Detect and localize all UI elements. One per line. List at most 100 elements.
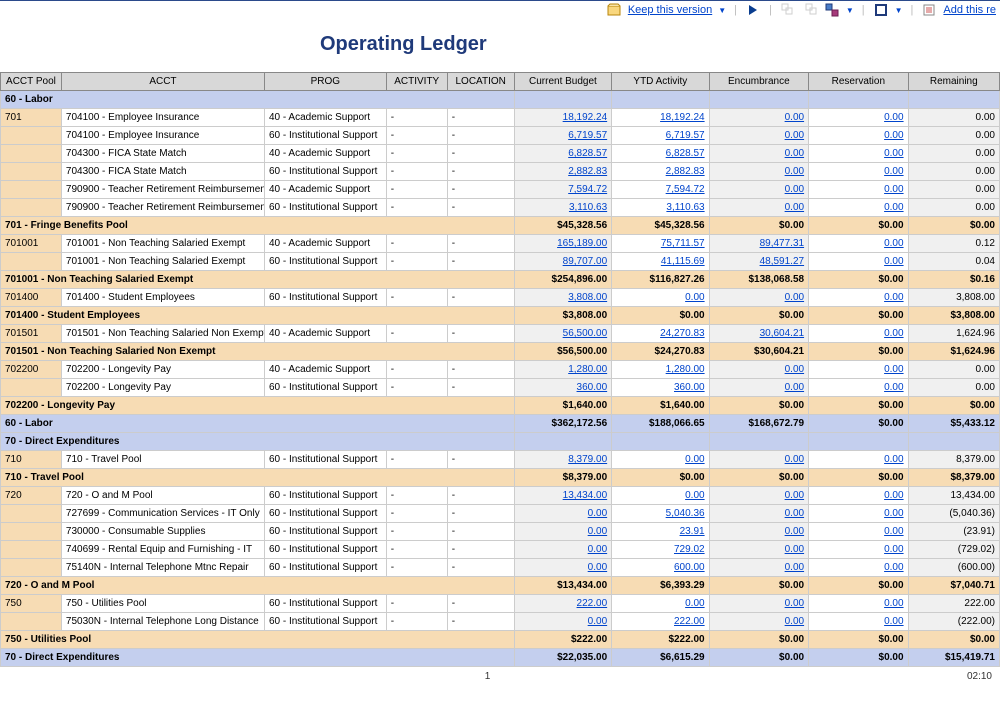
drill-link[interactable]: 0.00 — [785, 364, 804, 375]
drill-link[interactable]: 0.00 — [588, 562, 607, 573]
drill-link[interactable]: 0.00 — [884, 382, 903, 393]
drill-link[interactable]: 2,882.83 — [568, 166, 607, 177]
drill-link[interactable]: 18,192.24 — [660, 112, 705, 123]
drill-link[interactable]: 3,110.63 — [666, 202, 704, 213]
drill-back-icon[interactable] — [780, 3, 796, 17]
drill-link[interactable]: 0.00 — [884, 526, 903, 537]
drill-link[interactable]: 56,500.00 — [563, 328, 608, 339]
drill-link[interactable]: 89,477.31 — [760, 238, 805, 249]
drill-link[interactable]: 0.00 — [785, 508, 804, 519]
drill-link[interactable]: 6,719.57 — [666, 130, 705, 141]
dropdown-icon[interactable]: ▼ — [718, 6, 726, 15]
drill-link[interactable]: 6,828.57 — [568, 148, 607, 159]
drill-link[interactable]: 0.00 — [785, 130, 804, 141]
drill-link[interactable]: 0.00 — [884, 490, 903, 501]
drill-link[interactable]: 30,604.21 — [760, 328, 805, 339]
run-icon[interactable] — [745, 3, 761, 17]
drill-link[interactable]: 0.00 — [785, 526, 804, 537]
col-header[interactable]: Current Budget — [514, 73, 611, 91]
drill-link[interactable]: 0.00 — [884, 166, 903, 177]
view-icon[interactable] — [873, 3, 889, 17]
drill-link[interactable]: 0.00 — [884, 112, 903, 123]
drill-link[interactable]: 0.00 — [884, 454, 903, 465]
col-header[interactable]: Encumbrance — [709, 73, 808, 91]
drill-link[interactable]: 0.00 — [588, 526, 607, 537]
drill-link[interactable]: 360.00 — [577, 382, 608, 393]
keep-icon[interactable] — [606, 3, 622, 17]
drill-link[interactable]: 2,882.83 — [666, 166, 705, 177]
dropdown-icon-2[interactable]: ▼ — [846, 6, 854, 15]
drill-link[interactable]: 0.00 — [884, 616, 903, 627]
drill-link[interactable]: 360.00 — [674, 382, 705, 393]
drill-link[interactable]: 0.00 — [685, 490, 704, 501]
col-header[interactable]: PROG — [264, 73, 386, 91]
drill-link[interactable]: 0.00 — [785, 292, 804, 303]
drill-link[interactable]: 0.00 — [884, 256, 903, 267]
keep-version-link[interactable]: Keep this version — [628, 4, 712, 16]
drill-link[interactable]: 0.00 — [884, 202, 903, 213]
drill-link[interactable]: 0.00 — [884, 292, 903, 303]
add-report-link[interactable]: Add this re — [943, 4, 996, 16]
drill-link[interactable]: 75,711.57 — [661, 238, 705, 249]
drill-link[interactable]: 0.00 — [785, 562, 804, 573]
drill-link[interactable]: 0.00 — [884, 544, 903, 555]
drill-link[interactable]: 18,192.24 — [563, 112, 608, 123]
drill-link[interactable]: 48,591.27 — [760, 256, 805, 267]
col-header[interactable]: Remaining — [908, 73, 999, 91]
drill-link[interactable]: 0.00 — [785, 166, 804, 177]
drill-link[interactable]: 23.91 — [680, 526, 705, 537]
add-icon[interactable] — [921, 3, 937, 17]
drill-link[interactable]: 600.00 — [674, 562, 705, 573]
drill-link[interactable]: 13,434.00 — [563, 490, 608, 501]
drill-link[interactable]: 165,189.00 — [557, 238, 607, 249]
drill-link[interactable]: 0.00 — [884, 130, 903, 141]
drill-link[interactable]: 729.02 — [674, 544, 705, 555]
drill-link[interactable]: 1,280.00 — [666, 364, 705, 375]
drill-fwd-icon[interactable] — [802, 3, 818, 17]
drill-link[interactable]: 3,110.63 — [569, 202, 607, 213]
drill-link[interactable]: 0.00 — [588, 508, 607, 519]
drill-link[interactable]: 222.00 — [577, 598, 608, 609]
drill-link[interactable]: 7,594.72 — [568, 184, 607, 195]
drill-link[interactable]: 0.00 — [785, 202, 804, 213]
drill-link[interactable]: 24,270.83 — [660, 328, 705, 339]
goto-icon[interactable] — [824, 3, 840, 17]
drill-link[interactable]: 89,707.00 — [563, 256, 608, 267]
drill-link[interactable]: 0.00 — [785, 490, 804, 501]
drill-link[interactable]: 222.00 — [674, 616, 705, 627]
col-header[interactable]: Reservation — [809, 73, 908, 91]
drill-link[interactable]: 5,040.36 — [666, 508, 705, 519]
col-header[interactable]: ACCT — [61, 73, 264, 91]
drill-link[interactable]: 1,280.00 — [568, 364, 607, 375]
drill-link[interactable]: 8,379.00 — [568, 454, 607, 465]
col-header[interactable]: LOCATION — [447, 73, 514, 91]
drill-link[interactable]: 0.00 — [785, 112, 804, 123]
drill-link[interactable]: 0.00 — [785, 148, 804, 159]
drill-link[interactable]: 0.00 — [588, 616, 607, 627]
drill-link[interactable]: 0.00 — [884, 562, 903, 573]
drill-link[interactable]: 0.00 — [884, 598, 903, 609]
col-header[interactable]: ACCT Pool — [1, 73, 62, 91]
drill-link[interactable]: 0.00 — [588, 544, 607, 555]
drill-link[interactable]: 41,115.69 — [661, 256, 705, 267]
drill-link[interactable]: 0.00 — [685, 454, 704, 465]
drill-link[interactable]: 3,808.00 — [568, 292, 607, 303]
drill-link[interactable]: 0.00 — [884, 238, 903, 249]
drill-link[interactable]: 0.00 — [884, 184, 903, 195]
drill-link[interactable]: 7,594.72 — [666, 184, 705, 195]
drill-link[interactable]: 6,828.57 — [666, 148, 705, 159]
col-header[interactable]: YTD Activity — [612, 73, 709, 91]
drill-link[interactable]: 0.00 — [785, 544, 804, 555]
drill-link[interactable]: 0.00 — [785, 382, 804, 393]
drill-link[interactable]: 0.00 — [884, 148, 903, 159]
drill-link[interactable]: 0.00 — [785, 184, 804, 195]
col-header[interactable]: ACTIVITY — [386, 73, 447, 91]
drill-link[interactable]: 0.00 — [884, 364, 903, 375]
drill-link[interactable]: 0.00 — [685, 598, 704, 609]
drill-link[interactable]: 0.00 — [884, 508, 903, 519]
drill-link[interactable]: 0.00 — [884, 328, 903, 339]
drill-link[interactable]: 0.00 — [785, 616, 804, 627]
drill-link[interactable]: 0.00 — [685, 292, 704, 303]
drill-link[interactable]: 0.00 — [785, 454, 804, 465]
dropdown-icon-3[interactable]: ▼ — [895, 6, 903, 15]
